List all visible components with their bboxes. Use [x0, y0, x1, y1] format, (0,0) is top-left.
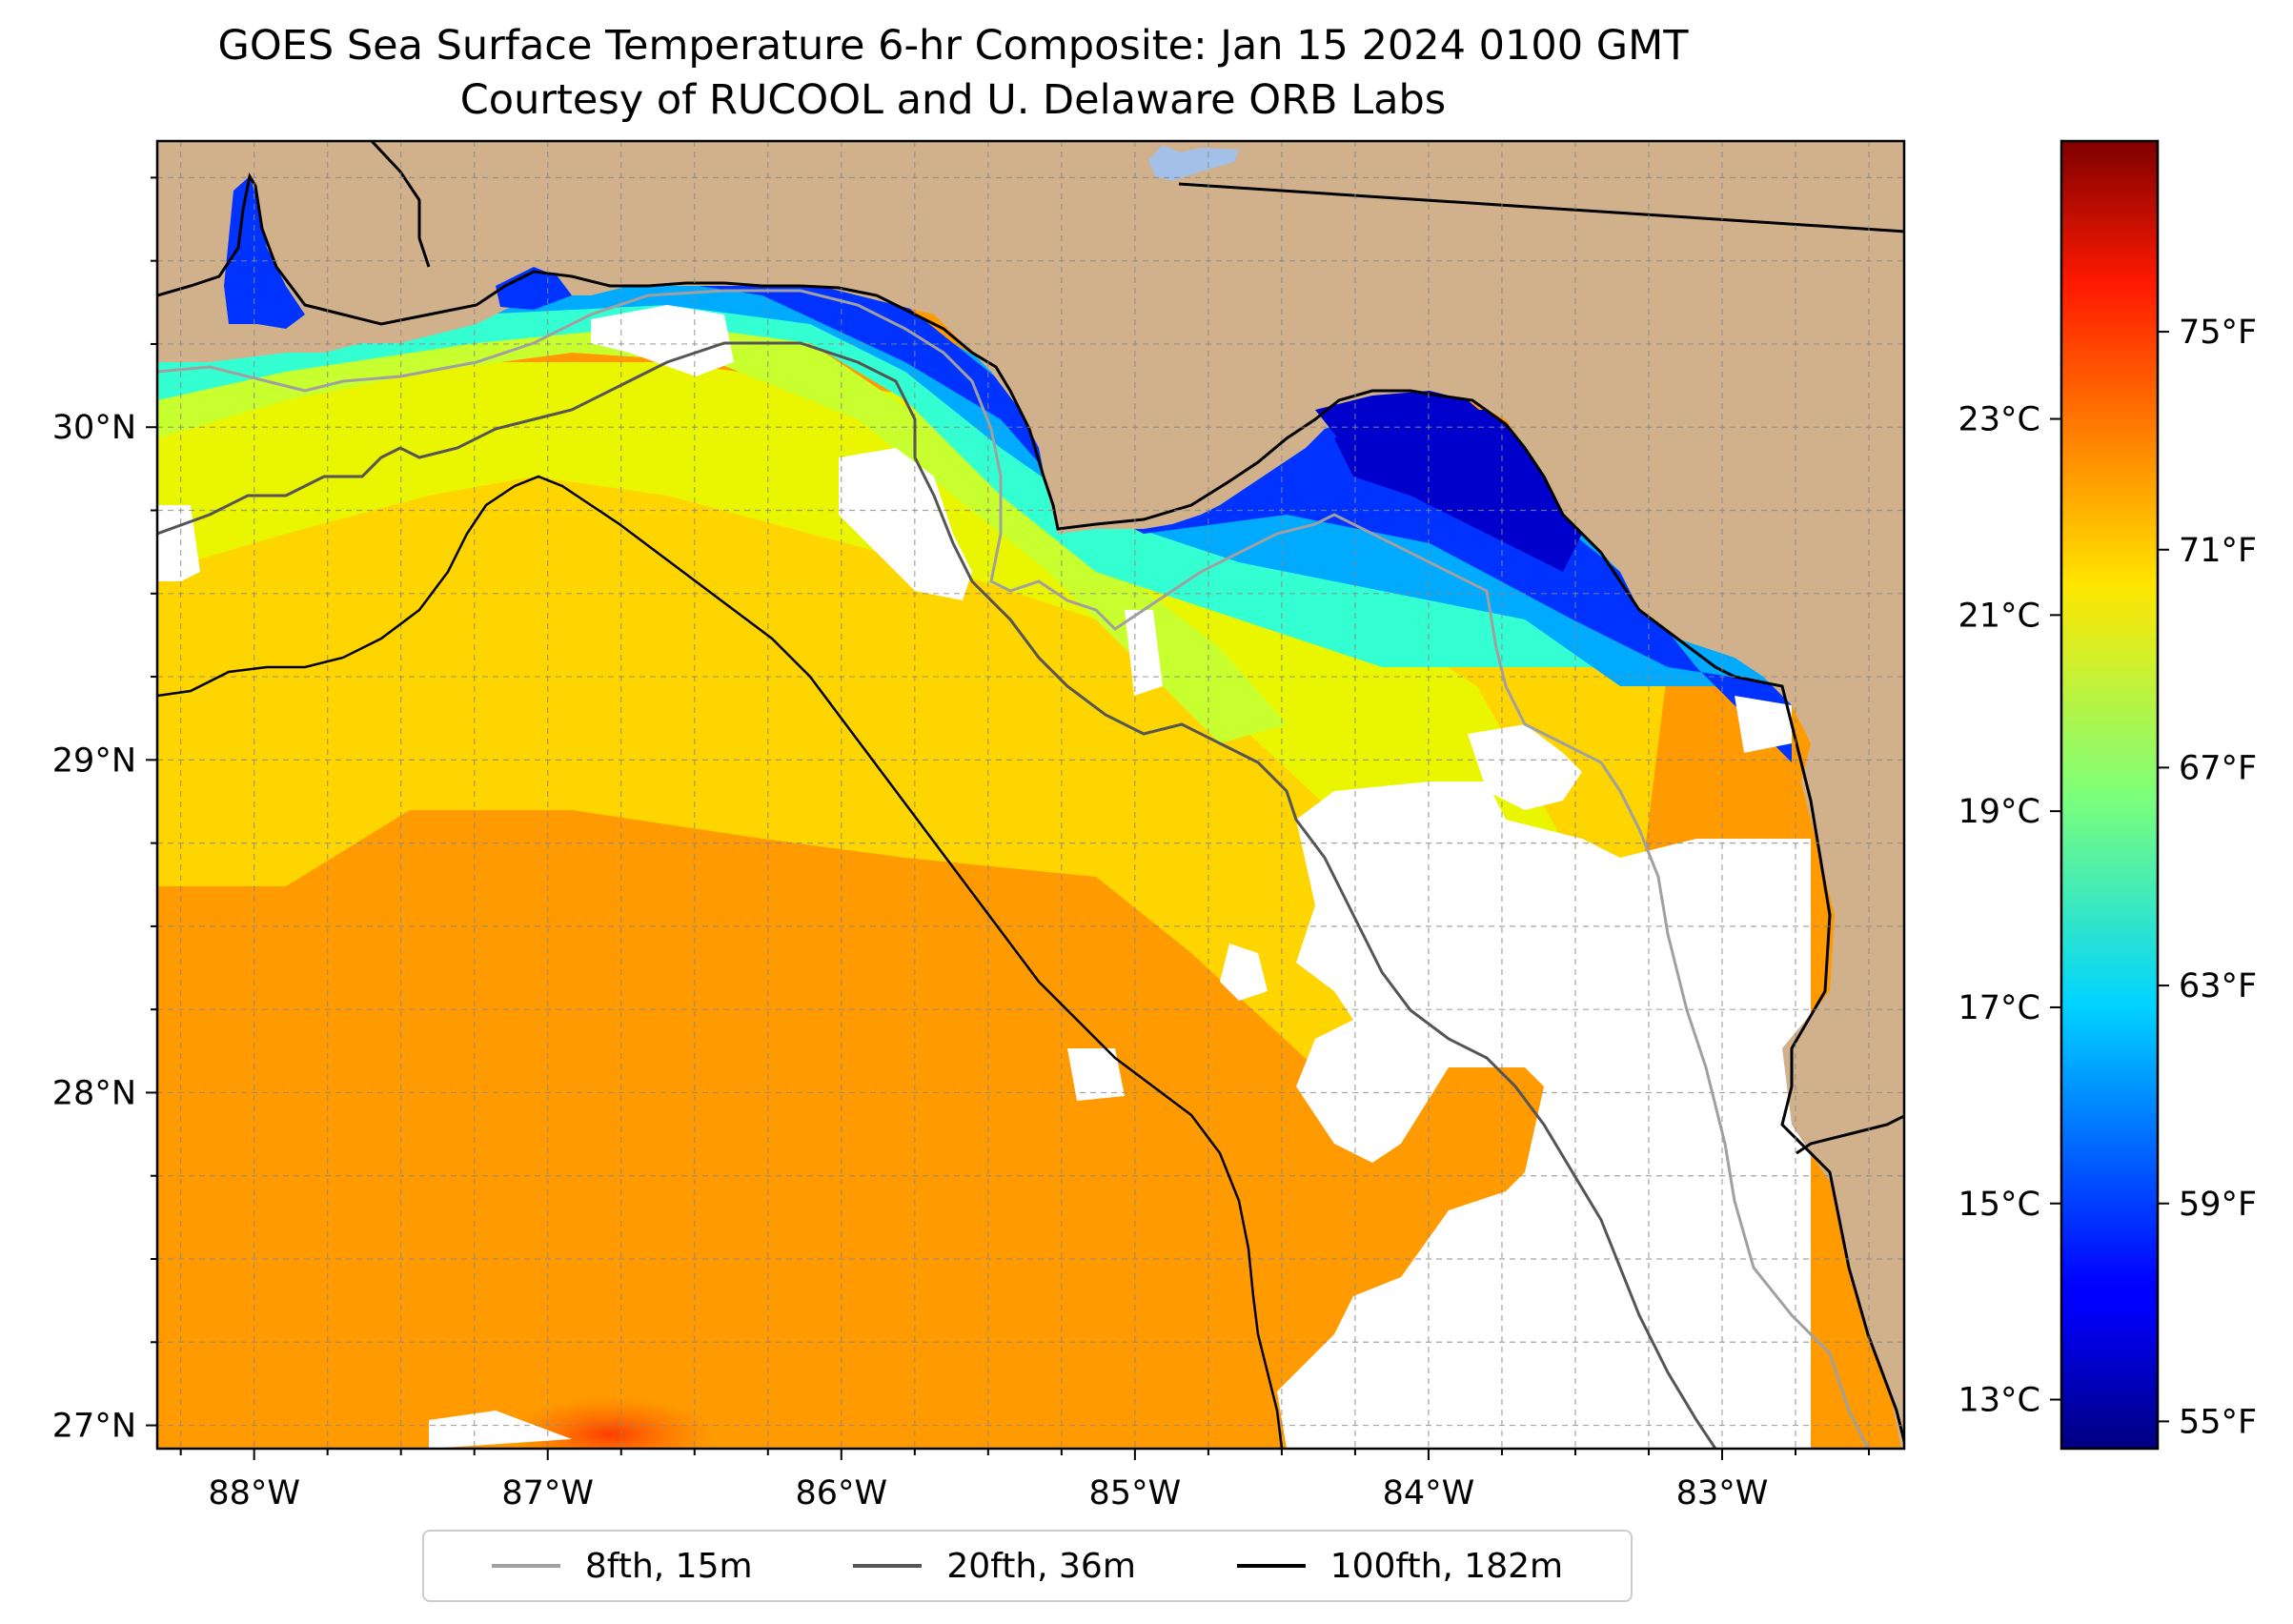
colorbar: [2060, 139, 2160, 1451]
colorbar-c-label: 21°C: [1958, 597, 2040, 635]
colorbar-c-label: 13°C: [1958, 1382, 2040, 1420]
lon-tick-label: 84°W: [1383, 1474, 1475, 1512]
water-apalachee-bay: [1315, 391, 1544, 496]
colorbar-f-label: 67°F: [2179, 749, 2257, 787]
legend-swatch-8fth: [491, 1564, 560, 1568]
axis-ticks: [146, 176, 1871, 1460]
lon-tick-label: 88°W: [208, 1474, 300, 1512]
no-data-areas: [157, 305, 1811, 1449]
legend-swatch-20fth: [853, 1564, 923, 1568]
lat-tick-label: 27°N: [52, 1408, 136, 1446]
colorbar-f-label: 63°F: [2179, 967, 2257, 1005]
legend-item-8fth: 8fth, 15m: [491, 1546, 753, 1586]
water-mobile-bay: [224, 176, 305, 329]
colorbar-celsius-ticks: 13°C 15°C 17°C 19°C 21°C 23°C: [1958, 401, 2061, 1420]
colorbar-c-label: 17°C: [1958, 989, 2040, 1027]
colorbar-f-label: 59°F: [2179, 1186, 2257, 1224]
lat-tick-label: 29°N: [52, 741, 136, 780]
no-data-patch-4: [1735, 696, 1792, 753]
contour-8fth-15m: [157, 289, 1870, 1449]
legend-item-100fth: 100fth, 182m: [1236, 1546, 1564, 1586]
map-title: GOES Sea Surface Temperature 6-hr Compos…: [217, 22, 1689, 70]
legend-label-100fth: 100fth, 182m: [1329, 1546, 1564, 1586]
colorbar-f-label: 71°F: [2179, 532, 2257, 570]
longitude-tick-labels: 88°W 87°W 86°W 85°W 84°W 83°W: [208, 1474, 1768, 1512]
map-subtitle: Courtesy of RUCOOL and U. Delaware ORB L…: [459, 76, 1447, 124]
coastline-lower-tampa: [1796, 1114, 1904, 1155]
map-frame: [155, 139, 1906, 1451]
state-border-west: [370, 141, 431, 268]
no-data-big-bend: [1468, 724, 1582, 810]
land-northern-gulf-coast: [157, 141, 1904, 1449]
legend-item-20fth: 20fth, 36m: [853, 1547, 1136, 1586]
depth-contour-legend: 8fth, 15m 20fth, 36m 100fth, 182m: [422, 1530, 1633, 1602]
gridlines: [157, 141, 1904, 1449]
lat-tick-label: 28°N: [52, 1074, 136, 1112]
colorbar-f-label: 55°F: [2179, 1403, 2257, 1441]
no-data-patch-3: [1125, 610, 1163, 696]
no-data-apalachicola: [839, 448, 972, 600]
contour-100fth-182m: [157, 475, 1284, 1449]
latitude-tick-labels: 27°N 28°N 29°N 30°N: [52, 409, 136, 1445]
lon-tick-label: 86°W: [795, 1474, 887, 1512]
no-data-southwest: [429, 1411, 572, 1449]
no-data-east: [1277, 782, 1811, 1449]
no-data-pensacola: [591, 305, 734, 376]
colorbar-c-label: 15°C: [1958, 1186, 2040, 1224]
water-choctawhatchee-bay: [496, 267, 572, 310]
colorbar-c-label: 19°C: [1958, 793, 2040, 831]
colorbar-f-label: 75°F: [2179, 314, 2257, 352]
no-data-west-coast: [157, 505, 200, 581]
lon-tick-label: 83°W: [1676, 1474, 1769, 1512]
state-border: [1178, 182, 1904, 233]
lake-feature: [1148, 145, 1239, 181]
legend-label-8fth: 8fth, 15m: [584, 1546, 753, 1586]
colorbar-c-label: 23°C: [1958, 401, 2040, 439]
no-data-patch-2: [1067, 1048, 1125, 1101]
contour-20fth-36m: [157, 341, 1717, 1449]
legend-swatch-100fth: [1236, 1564, 1306, 1568]
lon-tick-label: 85°W: [1089, 1474, 1182, 1512]
lon-tick-label: 87°W: [501, 1474, 594, 1512]
legend-label-20fth: 20fth, 36m: [946, 1546, 1136, 1586]
coastline: [157, 172, 1904, 1448]
colorbar-fahrenheit-ticks: 55°F 59°F 63°F 67°F 71°F 75°F: [2158, 314, 2257, 1441]
no-data-patch-1: [1220, 944, 1268, 1001]
lat-tick-label: 30°N: [52, 409, 136, 447]
map-area: [157, 141, 1904, 1449]
sst-lightblue-region: [157, 257, 1792, 686]
